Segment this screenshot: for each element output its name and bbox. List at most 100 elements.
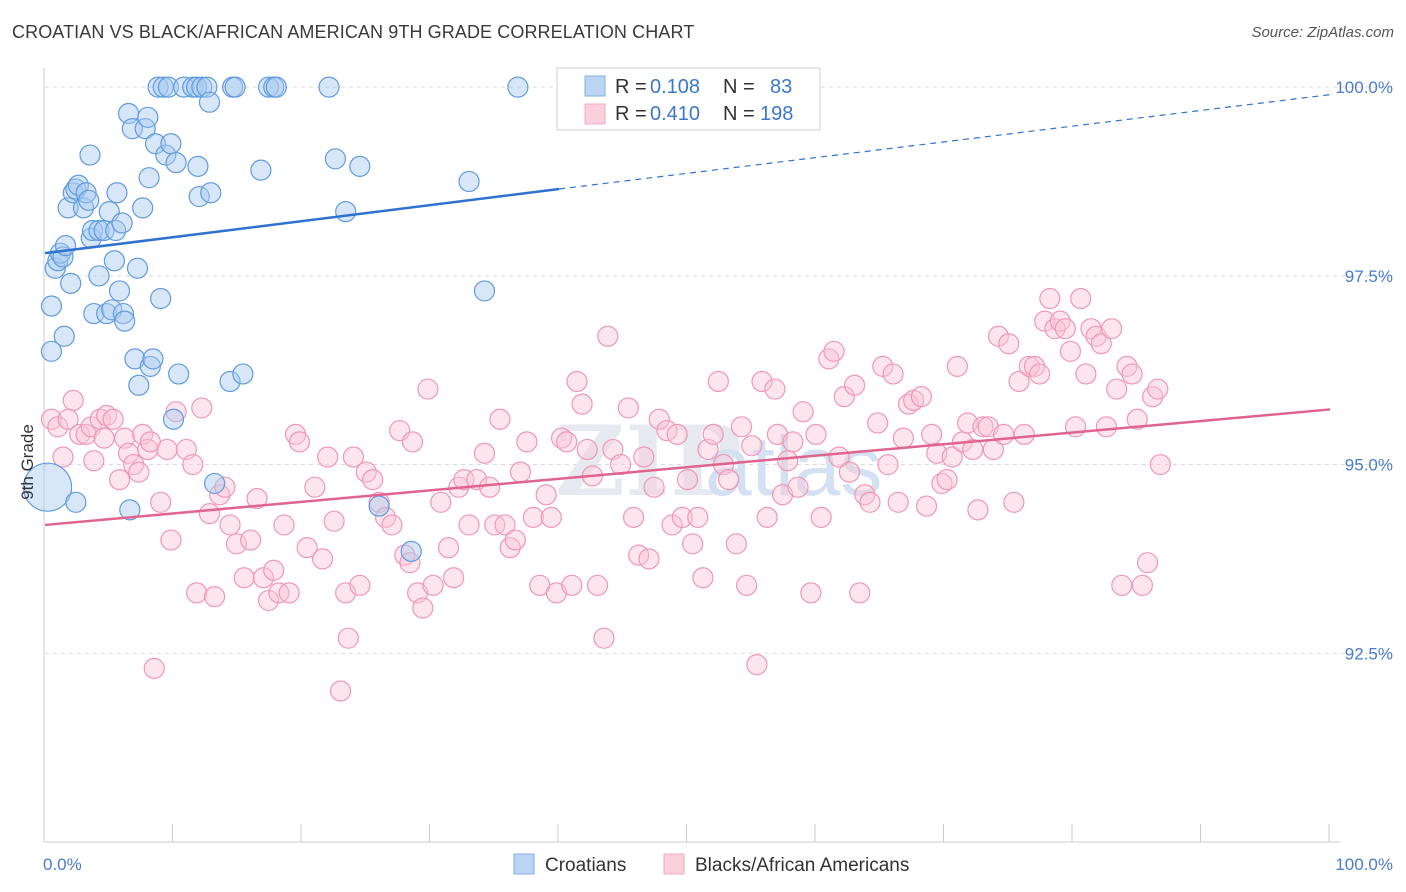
bottom-legend-blacks: Blacks/African Americans (695, 855, 909, 876)
point-croatians (160, 133, 182, 155)
point-blacks (509, 461, 532, 483)
point-blacks (191, 397, 213, 419)
point-blacks (756, 506, 778, 528)
point-croatians (22, 462, 73, 512)
point-croatians (473, 280, 496, 302)
point-blacks (273, 514, 295, 536)
point-blacks (746, 653, 768, 676)
point-blacks (504, 529, 526, 551)
point-blacks (96, 404, 118, 427)
point-croatians (198, 91, 221, 113)
point-blacks (1059, 340, 1082, 362)
point-croatians (162, 408, 185, 430)
point-blacks (764, 378, 786, 400)
point-croatians (83, 302, 105, 325)
point-blacks (1090, 333, 1112, 355)
point-blacks (278, 582, 300, 604)
legend-swatch-croatians (584, 75, 606, 97)
point-croatians (458, 170, 480, 193)
bottom-swatch-croatians (513, 853, 535, 875)
point-blacks (877, 453, 899, 476)
point-blacks (977, 416, 999, 438)
point-blacks (766, 423, 789, 445)
point-croatians (324, 148, 347, 170)
point-blacks (1070, 287, 1092, 310)
point-blacks (910, 386, 932, 408)
point-blacks (1054, 318, 1076, 340)
point-blacks (702, 423, 724, 445)
point-blacks (638, 548, 660, 570)
point-croatians (88, 219, 110, 242)
point-blacks (792, 401, 814, 423)
chart-title: CROATIAN VS BLACK/AFRICAN AMERICAN 9TH G… (12, 22, 695, 42)
point-blacks (666, 423, 688, 445)
point-blacks (349, 574, 371, 596)
point-blacks (329, 680, 352, 702)
point-blacks (805, 423, 827, 445)
point-croatians (114, 310, 136, 332)
point-blacks (972, 416, 994, 438)
point-blacks (311, 548, 334, 570)
point-blacks (1106, 378, 1128, 400)
point-blacks (1013, 423, 1035, 445)
point-blacks (198, 503, 221, 525)
point-croatians (219, 370, 241, 393)
point-blacks (1095, 416, 1118, 438)
point-blacks (556, 431, 578, 453)
point-blacks (730, 416, 753, 438)
point-blacks (849, 582, 871, 604)
point-blacks (453, 469, 475, 491)
point-blacks (1100, 318, 1123, 340)
point-blacks (143, 657, 165, 679)
point-blacks (1039, 287, 1061, 310)
point-blacks (566, 370, 588, 393)
point-blacks (233, 567, 255, 589)
y-tick-labels: 92.5% 95.0% 97.5% 100.0% (1335, 78, 1393, 663)
point-blacks (317, 446, 339, 468)
point-blacks (823, 340, 845, 362)
point-blacks (204, 586, 226, 608)
y-tick-label: 100.0% (1335, 78, 1393, 97)
point-croatians (349, 155, 371, 177)
point-blacks (633, 446, 655, 468)
point-blacks (1121, 363, 1143, 385)
point-blacks (401, 431, 424, 453)
point-blacks (263, 559, 285, 581)
point-blacks (586, 574, 609, 596)
trend-line-croatians (44, 187, 560, 255)
point-blacks (787, 476, 809, 498)
point-blacks (288, 431, 311, 453)
point-blacks (458, 514, 480, 536)
point-blacks (648, 408, 670, 430)
point-blacks (522, 506, 544, 528)
point-croatians (138, 167, 160, 189)
trend-line-blacks (44, 408, 1331, 527)
point-croatians (318, 76, 340, 98)
point-croatians (507, 76, 529, 98)
point-blacks (1147, 378, 1169, 400)
point-blacks (771, 484, 794, 506)
point-blacks (967, 499, 989, 521)
watermark-zip: ZIP (555, 405, 742, 518)
point-croatians (88, 265, 110, 287)
point-blacks (1111, 574, 1133, 596)
point-blacks (687, 506, 709, 528)
point-blacks (494, 514, 516, 536)
y-axis-label: 9th Grade (18, 424, 37, 500)
point-blacks (69, 423, 91, 445)
point-blacks (810, 506, 832, 528)
series-croatians-points (22, 76, 529, 562)
point-blacks (892, 427, 914, 449)
point-blacks (473, 442, 496, 464)
bottom-swatch-blacks (663, 853, 685, 875)
point-croatians (132, 197, 154, 219)
point-croatians (67, 174, 90, 196)
point-blacks (83, 450, 105, 472)
point-croatians (79, 144, 101, 166)
legend-r-label-2: R = (615, 103, 647, 125)
point-croatians (81, 219, 104, 242)
point-blacks (993, 423, 1015, 445)
point-blacks (489, 408, 511, 430)
point-blacks (381, 514, 403, 536)
